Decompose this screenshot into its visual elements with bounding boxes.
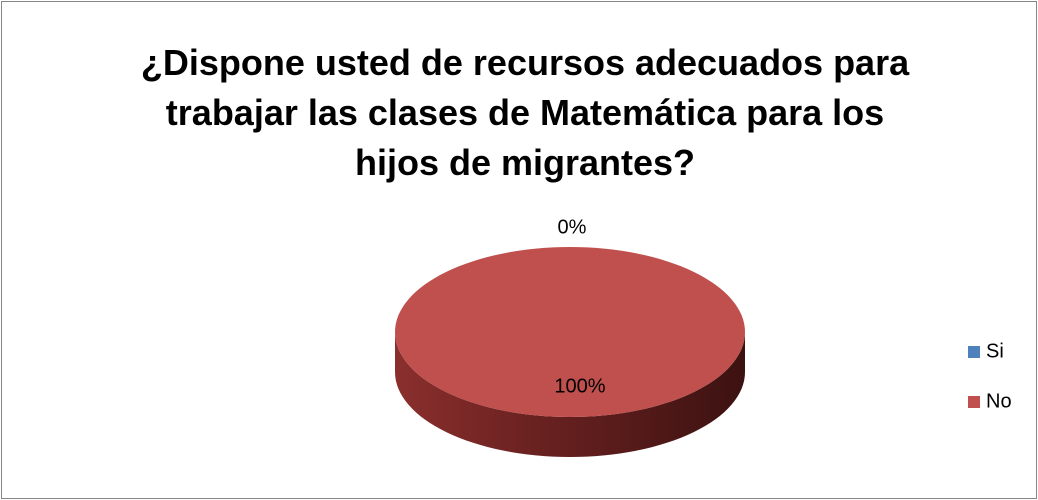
legend-key xyxy=(968,396,980,408)
pie-side xyxy=(395,332,745,457)
data-label: 100% xyxy=(554,376,605,398)
legend-label: No xyxy=(986,390,1012,412)
chart-title: ¿Dispone usted de recursos adecuados par… xyxy=(140,42,910,183)
legend-key xyxy=(968,346,980,358)
data-label: 0% xyxy=(558,217,587,239)
legend-label: Si xyxy=(986,340,1004,362)
pie-slice xyxy=(395,247,745,417)
